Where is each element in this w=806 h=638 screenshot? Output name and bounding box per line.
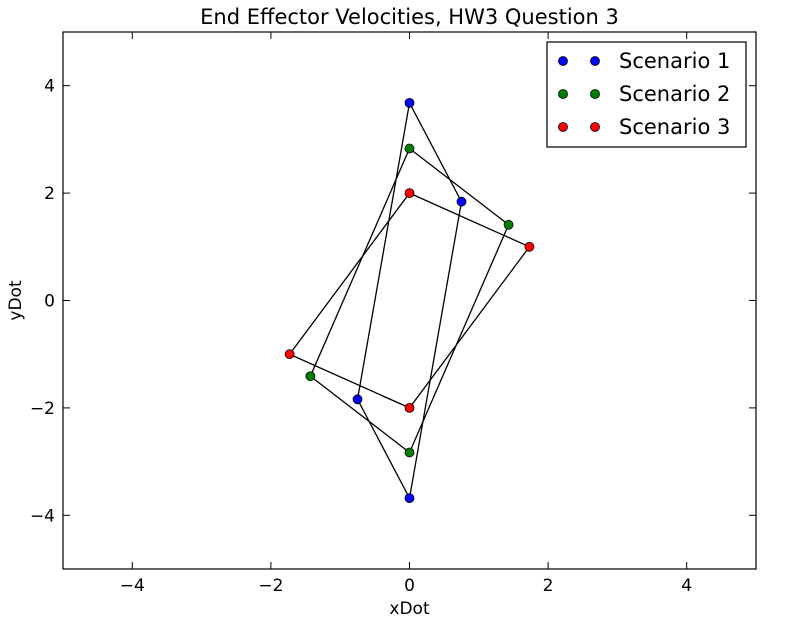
legend-marker (558, 122, 568, 132)
data-points (284, 97, 535, 504)
axis-ticks: −4 −2 0 2 4 −4 −2 0 2 4 (30, 32, 756, 596)
y-tick-label: −4 (30, 506, 55, 526)
series-2-point-2 (503, 219, 514, 230)
legend-marker (558, 56, 568, 66)
series-2-point-4 (305, 371, 316, 382)
legend-marker (590, 56, 600, 66)
series-3-point-4 (284, 349, 295, 360)
x-tick-label: 2 (543, 576, 554, 596)
legend-marker (590, 89, 600, 99)
y-tick-label: 0 (44, 292, 55, 312)
y-tick-label: 4 (44, 77, 55, 97)
x-tick-label: 0 (404, 576, 415, 596)
series-1-point-4 (352, 394, 363, 405)
series-1-point-2 (456, 196, 467, 207)
series-3-point-2 (524, 241, 535, 252)
y-axis-label: yDot (6, 280, 26, 321)
x-tick-label: −2 (258, 576, 283, 596)
legend-label: Scenario 2 (619, 82, 730, 106)
series-3-point-1 (404, 188, 415, 199)
series-1-point-3 (404, 493, 415, 504)
y-tick-label: 2 (44, 184, 55, 204)
legend-frame (546, 41, 747, 148)
legend-label: Scenario 1 (619, 49, 730, 73)
series-3-point-3 (404, 402, 415, 413)
x-axis-label: xDot (389, 599, 430, 619)
legend: Scenario 1 Scenario 2 Scenario 3 (546, 41, 747, 148)
x-tick-label: −4 (120, 576, 145, 596)
legend-marker (590, 122, 600, 132)
x-tick-label: 4 (681, 576, 692, 596)
y-tick-label: −2 (30, 399, 55, 419)
legend-marker (558, 89, 568, 99)
chart-title: End Effector Velocities, HW3 Question 3 (200, 5, 619, 29)
legend-label: Scenario 3 (619, 115, 730, 139)
series-1-point-1 (404, 97, 415, 108)
series-2-point-1 (404, 143, 415, 154)
series-2-point-3 (404, 447, 415, 458)
